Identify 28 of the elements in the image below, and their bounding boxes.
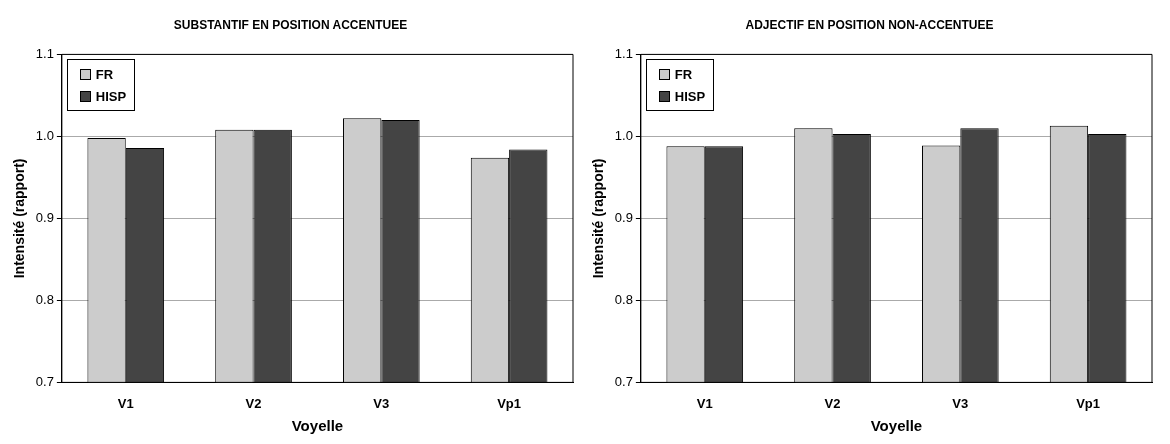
chart-title: SUBSTANTIF EN POSITION ACCENTUEE — [173, 17, 408, 32]
x-tick-label: Vp1 — [497, 395, 522, 411]
x-tick-label: V1 — [696, 395, 713, 411]
x-axis-title: Voyelle — [870, 417, 923, 435]
y-tick-label: 1.0 — [35, 127, 54, 143]
y-tick-label: 1.1 — [614, 45, 633, 61]
x-tick-label: V2 — [245, 395, 262, 411]
legend-label: HISP — [95, 88, 127, 104]
y-axis-title: Intensité (rapport) — [11, 158, 28, 279]
y-tick-label: 0.7 — [35, 373, 54, 389]
y-tick-label: 1.0 — [614, 127, 633, 143]
x-tick-label: V3 — [373, 395, 390, 411]
y-axis-title: Intensité (rapport) — [590, 158, 607, 279]
y-tick-label: 1.1 — [35, 45, 54, 61]
y-tick-label: 0.8 — [35, 291, 54, 307]
y-tick-label: 0.7 — [614, 373, 633, 389]
x-tick-label: V3 — [952, 395, 969, 411]
chart-title: ADJECTIF EN POSITION NON-ACCENTUEE — [745, 17, 994, 32]
x-axis-title: Voyelle — [291, 417, 344, 435]
x-tick-label: Vp1 — [1076, 395, 1101, 411]
y-tick-label: 0.8 — [614, 291, 633, 307]
legend-label: HISP — [674, 88, 706, 104]
x-tick-label: V1 — [117, 395, 134, 411]
y-tick-label: 0.9 — [35, 209, 54, 225]
x-tick-label: V2 — [824, 395, 841, 411]
legend-label: FR — [95, 66, 114, 82]
legend-label: FR — [674, 66, 693, 82]
y-tick-label: 0.9 — [614, 209, 633, 225]
